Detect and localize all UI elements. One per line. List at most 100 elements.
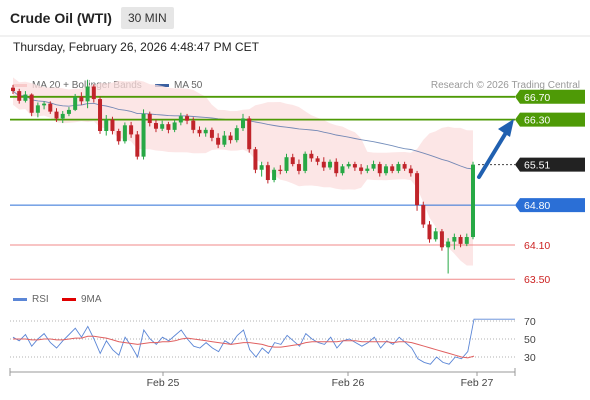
candle-body [321,161,326,168]
price-label-64.10: 64.10 [524,240,550,252]
candle-body [85,86,90,102]
candle-body [234,128,239,141]
legend-rsi: RSI [13,294,49,305]
candle-body [415,173,420,206]
candle-body [272,169,277,181]
candle-body [42,103,47,106]
candle-body [29,94,34,113]
credit-text: Research © 2026 Trading Central [430,80,580,91]
candle-body [296,164,301,171]
price-tag-66.30 [515,112,585,127]
candle-body [73,96,78,110]
legend-ma9: 9MA [62,294,102,305]
candle-body [129,125,134,135]
candle-body [290,157,295,165]
forecast-arrow-shaft [477,129,509,179]
candle-body [122,125,127,142]
price-tag-64.80 [515,198,585,213]
candle-body [365,168,370,171]
candle-body [383,166,388,174]
candle-body [458,237,463,244]
candle-body [91,86,96,100]
candle-body [377,164,382,174]
legend-ma50-label: MA 50 [174,80,203,91]
candle-body [309,153,314,159]
x-tick-label: Feb 26 [332,377,365,389]
candle-body [427,224,432,240]
candle-body [178,116,183,123]
price-label-65.51: 65.51 [524,160,550,172]
candle-body [253,149,258,170]
candle-body [23,94,28,101]
candle-body [328,161,333,168]
candle-body [160,124,165,129]
rsi-line [12,318,515,365]
candle-body [191,120,196,130]
candle-body [172,122,177,130]
candle-body [265,165,270,181]
x-tick-label: Feb 25 [147,377,180,389]
candle-body [390,166,395,171]
candle-body [421,205,426,225]
candle-body [346,164,351,167]
candle-body [284,157,289,171]
candle-body [116,131,121,142]
candle-body [185,116,190,121]
ma9-swatch [62,297,76,301]
candle-body [433,231,438,240]
legend-rsi-label: RSI [32,294,49,305]
candle-body [259,165,264,170]
interval-button[interactable]: 30 MIN [121,7,174,29]
candle-body [334,161,339,174]
candle-body [147,113,152,124]
rsi-ma9-line [13,335,475,359]
candle-body [48,103,53,112]
candle-body [315,158,320,162]
candle-body [340,166,345,174]
candle-body [228,135,233,141]
legend-bb-label: MA 20 + Bollinger Bands [32,80,142,91]
candle-body [303,153,308,171]
price-label-66.30: 66.30 [524,115,550,127]
chart-header: Crude Oil (WTI) 30 MIN [0,0,590,36]
rsi-label-50: 50 [524,334,536,346]
candle-body [153,123,158,129]
candle-body [402,164,407,169]
candle-body [166,124,171,130]
timestamp: Thursday, February 26, 2026 4:48:47 PM C… [13,40,259,54]
candle-body [278,169,283,171]
forecast-arrow-head [498,119,514,137]
price-label-66.70: 66.70 [524,92,550,104]
candle-body [141,113,146,157]
legend-ma50: MA 50 [155,80,202,91]
candle-body [203,129,208,134]
ma50-swatch [155,83,169,87]
candle-body [35,105,40,113]
candle-body [439,231,444,248]
candle-body [464,237,469,244]
candle-body [79,96,84,102]
candle-body [247,118,252,150]
candle-body [359,167,364,171]
candle-body [371,164,376,169]
candle-body [241,118,245,129]
rsi-label-70: 70 [524,316,536,328]
price-tag-66.70 [515,89,585,104]
candle-body [222,135,227,145]
candle-body [471,164,475,238]
candle-body [209,129,214,138]
candle-body [352,164,357,168]
legend-ma9-label: 9MA [81,294,102,305]
x-tick-label: Feb 27 [461,377,494,389]
rsi-swatch [13,297,27,301]
bollinger-band [13,77,473,266]
price-label-64.80: 64.80 [524,200,550,212]
candle-body [408,168,413,174]
candle-body [396,164,401,171]
candle-body [110,119,115,131]
candle-body [452,237,457,242]
rsi-label-30: 30 [524,352,536,364]
instrument-title: Crude Oil (WTI) [10,10,112,26]
candle-body [54,111,59,119]
